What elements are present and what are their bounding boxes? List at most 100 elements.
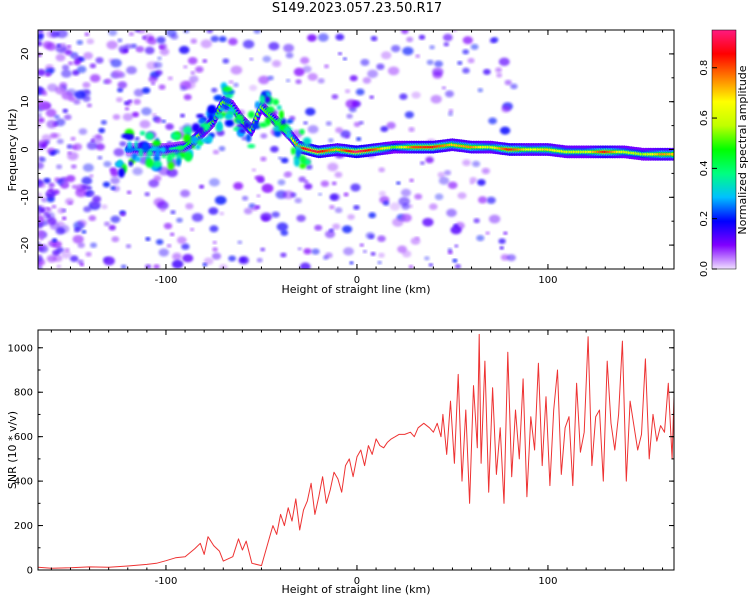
noise-speck — [187, 57, 198, 65]
signal-blob — [222, 86, 233, 92]
noise-speck — [38, 69, 46, 76]
noise-speck — [430, 94, 442, 104]
noise-speck — [110, 170, 119, 177]
y-tick-label: 0 — [20, 146, 31, 152]
noise-speck — [276, 222, 289, 232]
signal-blob — [114, 161, 125, 168]
noise-speck — [212, 149, 220, 155]
page-title: S149.2023.057.23.50.R17 — [271, 1, 443, 16]
noise-speck — [56, 264, 62, 269]
noise-speck — [180, 85, 187, 91]
signal-blob — [290, 147, 296, 155]
signal-blob — [259, 94, 266, 105]
noise-speck — [56, 30, 68, 39]
noise-speck — [328, 138, 334, 143]
noise-speck — [402, 46, 414, 56]
noise-speck — [208, 178, 220, 187]
noise-speck — [117, 38, 123, 43]
noise-speck — [408, 265, 414, 269]
noise-speck — [400, 188, 412, 197]
noise-speck — [447, 247, 452, 252]
noise-speck — [434, 60, 444, 68]
noise-speck — [249, 57, 254, 61]
noise-speck — [60, 43, 66, 48]
signal-blob — [247, 110, 256, 119]
noise-speck — [338, 52, 342, 56]
noise-speck — [119, 141, 127, 147]
noise-speck — [92, 195, 102, 203]
noise-speck — [329, 193, 339, 201]
noise-speck — [432, 67, 444, 77]
noise-speck — [110, 186, 116, 191]
signal-blob — [197, 126, 205, 136]
noise-speck — [283, 43, 295, 53]
noise-speck — [392, 217, 404, 227]
noise-speck — [353, 205, 360, 210]
signal-blob — [160, 146, 166, 154]
noise-speck — [153, 175, 162, 182]
noise-speck — [70, 136, 76, 141]
noise-speck — [495, 67, 502, 73]
noise-speck — [344, 89, 351, 94]
noise-speck — [280, 252, 287, 258]
noise-speck — [82, 163, 94, 172]
x-tick-label: -100 — [155, 275, 178, 286]
noise-speck — [108, 224, 116, 231]
noise-speck — [414, 193, 423, 200]
noise-speck — [504, 79, 512, 86]
noise-speck — [89, 74, 101, 83]
noise-speck — [470, 43, 479, 50]
noise-speck — [307, 34, 317, 42]
noise-speck — [331, 94, 339, 100]
signal-blob — [224, 113, 234, 120]
noise-speck — [117, 81, 128, 89]
noise-speck — [477, 179, 486, 186]
noise-speck — [44, 72, 51, 77]
signal-blob — [152, 140, 161, 147]
signal-blob — [200, 137, 211, 143]
noise-speck — [311, 248, 320, 255]
noise-speck — [318, 192, 323, 196]
noise-speck — [48, 187, 54, 193]
noise-speck — [77, 219, 87, 227]
signal-blob — [235, 114, 244, 121]
noise-speck — [71, 145, 78, 150]
signal-blob — [299, 154, 307, 164]
noise-speck — [447, 181, 458, 189]
noise-speck — [106, 40, 118, 50]
noise-speck — [38, 52, 42, 57]
noise-speck — [74, 90, 86, 100]
colorbar-tick-label: 0.2 — [699, 211, 710, 227]
noise-speck — [389, 202, 401, 211]
noise-speck — [408, 127, 415, 132]
noise-speck — [396, 181, 401, 185]
noise-speck — [195, 66, 204, 73]
noise-speck — [409, 178, 414, 183]
noise-speck — [506, 254, 516, 262]
noise-speck — [297, 247, 302, 251]
noise-speck — [282, 190, 295, 200]
noise-speck — [324, 64, 329, 69]
noise-speck — [38, 101, 50, 110]
noise-speck — [342, 225, 353, 234]
noise-speck — [38, 221, 44, 229]
noise-speck — [347, 214, 355, 220]
noise-speck — [401, 30, 409, 34]
noise-speck — [452, 258, 458, 263]
signal-blob — [184, 152, 193, 162]
noise-speck — [334, 207, 343, 214]
noise-speck — [377, 260, 382, 265]
noise-speck — [155, 239, 164, 245]
signal-blob — [283, 127, 293, 133]
signal-blob — [139, 130, 146, 136]
noise-speck — [184, 80, 196, 90]
noise-speck — [79, 263, 84, 267]
noise-speck — [87, 191, 95, 197]
signal-blob — [279, 110, 284, 120]
noise-speck — [38, 113, 42, 118]
noise-speck — [38, 215, 45, 224]
noise-speck — [110, 176, 120, 185]
noise-speck — [133, 98, 141, 105]
signal-blob — [299, 128, 305, 135]
noise-speck — [209, 225, 219, 233]
